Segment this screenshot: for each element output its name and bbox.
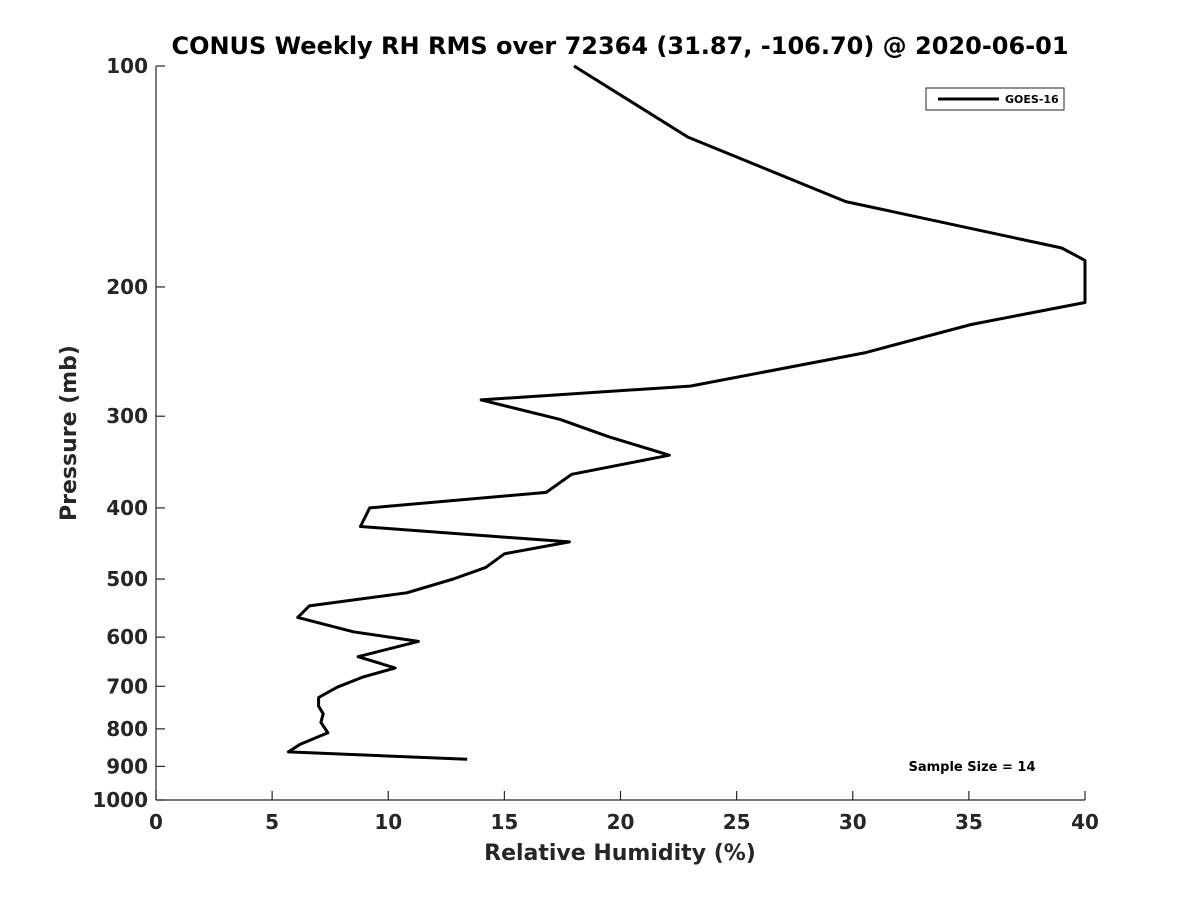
x-tick-label: 15 xyxy=(490,810,518,834)
y-tick-label: 400 xyxy=(106,496,148,520)
x-tick-label: 10 xyxy=(374,810,402,834)
y-ticks: 100 200 300 400 500 600 700 800 900 1000 xyxy=(92,54,165,812)
x-tick-label: 30 xyxy=(839,810,867,834)
x-axis-label: Relative Humidity (%) xyxy=(484,841,756,866)
x-tick-label: 40 xyxy=(1071,810,1099,834)
y-tick-label: 700 xyxy=(106,674,148,698)
legend: GOES-16 xyxy=(925,87,1065,111)
chart-title: CONUS Weekly RH RMS over 72364 (31.87, -… xyxy=(171,32,1068,60)
x-tick-label: 35 xyxy=(955,810,983,834)
series-line-goes-16 xyxy=(286,64,1087,761)
x-ticks: 0 5 10 15 20 25 30 35 40 xyxy=(149,791,1099,834)
x-tick-label: 5 xyxy=(265,810,279,834)
y-axis-label: Pressure (mb) xyxy=(57,345,82,521)
legend-label-goes-16: GOES-16 xyxy=(1005,93,1059,106)
sample-size-annotation: Sample Size = 14 xyxy=(908,760,1035,775)
y-tick-label: 300 xyxy=(106,404,148,428)
x-tick-label: 0 xyxy=(149,810,163,834)
y-tick-label: 900 xyxy=(106,754,148,778)
x-tick-label: 20 xyxy=(607,810,635,834)
y-tick-label: 100 xyxy=(106,54,148,78)
x-tick-label: 25 xyxy=(723,810,751,834)
y-tick-label: 1000 xyxy=(92,788,148,812)
y-tick-label: 200 xyxy=(106,275,148,299)
y-tick-label: 800 xyxy=(106,717,148,741)
y-tick-label: 500 xyxy=(106,567,148,591)
y-tick-label: 600 xyxy=(106,625,148,649)
